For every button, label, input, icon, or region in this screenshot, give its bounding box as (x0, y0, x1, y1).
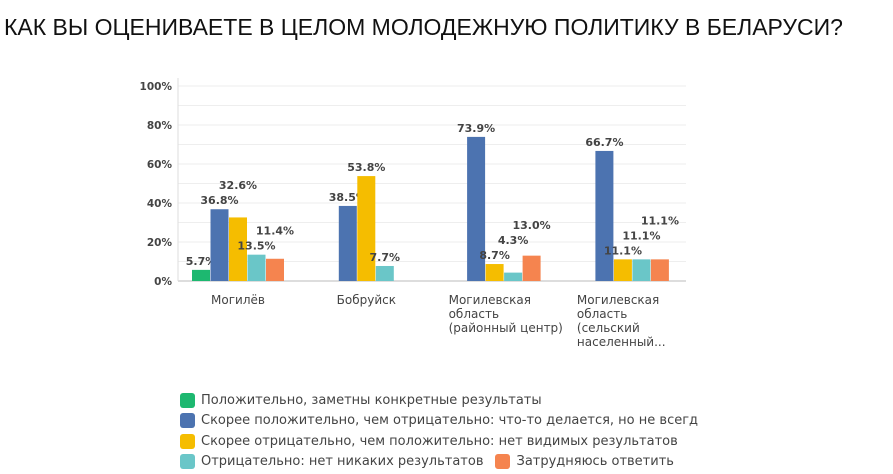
bar (247, 254, 266, 281)
legend-swatch (180, 433, 195, 449)
y-tick-label: 80% (147, 120, 173, 132)
x-tick-label: населенный... (577, 335, 666, 349)
legend-label: Скорее положительно, чем отрицательно: ч… (201, 413, 699, 429)
data-label: 11.1% (604, 244, 642, 257)
data-label: 73.9% (457, 122, 495, 135)
data-label: 32.6% (219, 179, 257, 192)
bar (210, 209, 229, 281)
legend-swatch (180, 413, 195, 429)
bar (229, 217, 247, 281)
x-tick-label: Бобруйск (337, 293, 396, 307)
x-tick-label: Могилёв (211, 293, 265, 307)
x-tick-label: Могилевская (577, 293, 659, 307)
y-tick-label: 60% (147, 159, 173, 171)
bar (650, 259, 669, 281)
data-label: 36.8% (200, 194, 238, 207)
legend-item[interactable]: Скорее отрицательно, чем положительно: н… (180, 431, 698, 452)
data-label: 13.0% (513, 219, 551, 232)
x-tick-label: (сельский (577, 321, 640, 335)
bar (375, 265, 394, 281)
legend: Положительно, заметны конкретные результ… (180, 390, 698, 472)
bar (266, 258, 284, 281)
bar (504, 272, 523, 281)
y-tick-label: 0% (154, 276, 172, 288)
data-label: 8.7% (479, 249, 510, 262)
data-label: 7.7% (370, 251, 401, 264)
x-tick-label: Могилевская (449, 293, 531, 307)
bar (192, 269, 210, 281)
legend-item[interactable]: Отрицательно: нет никаких результатов Зат… (180, 452, 698, 473)
legend-item[interactable]: Положительно, заметны конкретные результ… (180, 390, 698, 411)
bar (613, 259, 632, 281)
bar (522, 255, 541, 281)
data-label: 66.7% (585, 136, 623, 149)
bar-chart: 0% 20% 40% 60% 80% 100% 5.7% 36.8% 32.6% 13.5% 11.… (140, 78, 686, 349)
data-label: 11.4% (256, 225, 294, 238)
legend-label: Скорее отрицательно, чем положительно: н… (201, 433, 678, 449)
bar (595, 150, 614, 281)
data-label: 13.5% (237, 240, 275, 253)
bar (632, 259, 651, 281)
legend-swatch (495, 454, 511, 470)
data-label: 5.7% (186, 255, 217, 268)
bar (357, 176, 376, 281)
chart-title: КАК ВЫ ОЦЕНИВАЕТЕ В ЦЕЛОМ МОЛОДЕЖНУЮ ПОЛ… (4, 14, 843, 40)
bar (338, 205, 357, 281)
legend-label: Отрицательно: нет никаких результатов (201, 454, 484, 470)
bar (467, 136, 486, 281)
bar (485, 264, 504, 281)
x-tick-label: область (449, 307, 499, 321)
data-label: 53.8% (347, 161, 385, 174)
y-tick-label: 100% (140, 81, 173, 93)
legend-label: Положительно, заметны конкретные результ… (201, 392, 542, 408)
x-tick-label: (районный центр) (449, 321, 563, 335)
data-label: 11.1% (622, 229, 660, 242)
data-label: 11.1% (641, 214, 679, 227)
y-tick-label: 20% (147, 237, 173, 249)
legend-item[interactable]: Скорее положительно, чем отрицательно: ч… (180, 411, 698, 432)
y-tick-label: 40% (147, 198, 173, 210)
data-label: 4.3% (498, 234, 529, 247)
legend-label: Затрудняюсь ответить (516, 454, 674, 470)
legend-swatch (180, 454, 195, 470)
legend-swatch (180, 392, 195, 408)
x-tick-label: область (577, 307, 627, 321)
